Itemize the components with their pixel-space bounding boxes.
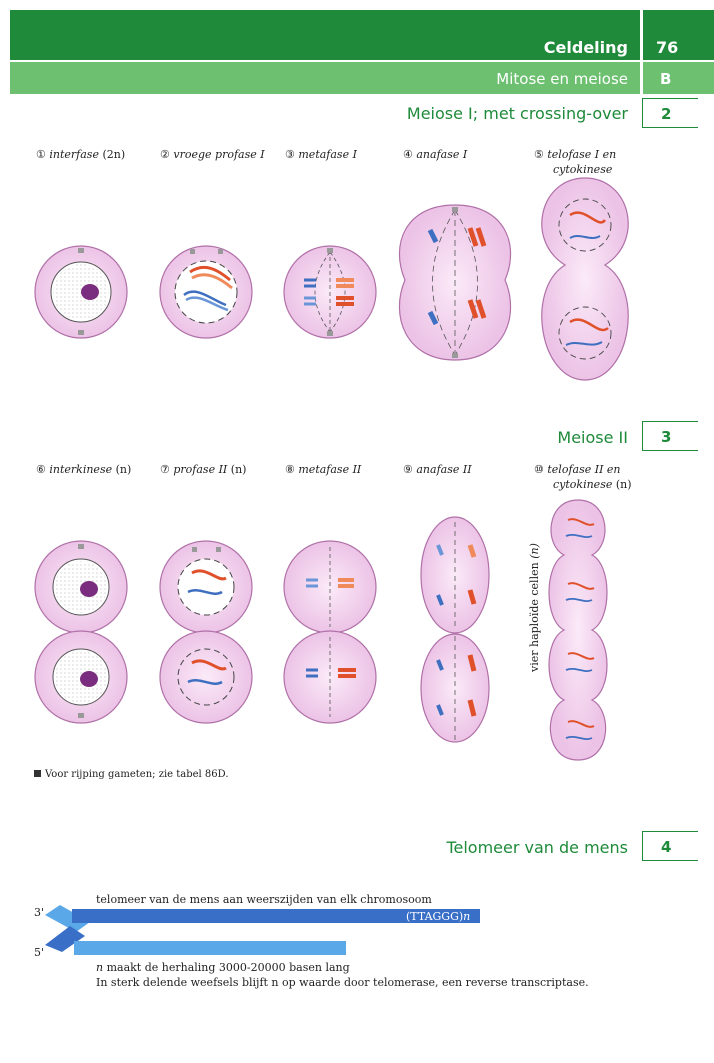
section-letter-box — [643, 62, 714, 94]
stage-label-1: ① interfase (2n) — [36, 148, 126, 161]
stage-label-5-line2: cytokinese — [553, 163, 613, 176]
telomere-diagram — [45, 905, 480, 955]
stage-label-6: ⑥ interkinese (n) — [36, 463, 132, 476]
cells-profase-2 — [159, 540, 253, 724]
stage-label-9: ⑨ anafase II — [403, 463, 472, 476]
page-number-box — [643, 10, 714, 60]
prime-5-label: 5' — [34, 946, 45, 959]
stage-label-10: ⑩ telofase II en — [534, 463, 621, 476]
header-bar — [10, 10, 640, 60]
section-title-4: Telomeer van de mens — [446, 838, 628, 857]
telomere-length-text: n maakt de herhaling 3000-20000 basen la… — [96, 961, 350, 974]
stage-label-5: ⑤ telofase I en — [534, 148, 617, 161]
page-number: 76 — [656, 38, 679, 57]
cells-metafase-2 — [283, 540, 377, 724]
telomerase-text: In sterk delende weefsels blijft n op wa… — [96, 976, 589, 989]
bullet-square-icon — [34, 770, 41, 777]
cell-anafase-1 — [398, 204, 512, 361]
telomere-top-label: telomeer van de mens aan weerszijden van… — [96, 893, 432, 906]
cells-anafase-2 — [420, 516, 490, 743]
cell-metafase-1 — [283, 245, 377, 339]
telomere-repeat-label: (TTAGGG)n — [406, 910, 471, 923]
section-title-2: Meiose I; met crossing-over — [406, 104, 628, 123]
cell-vroege-profase — [159, 245, 253, 339]
stage-label-7: ⑦ profase II (n) — [160, 463, 247, 476]
stage-label-10-line2: cytokinese (n) — [553, 478, 632, 491]
prime-3-label: 3' — [34, 906, 45, 919]
subheader-bar — [10, 62, 640, 94]
stage-label-8: ⑧ metafase II — [285, 463, 362, 476]
footnote: Voor rijping gameten; zie tabel 86D. — [34, 769, 229, 780]
page-subtitle: Mitose en meiose — [496, 70, 628, 88]
section-number-4: 4 — [642, 831, 698, 861]
cell-telofase-1 — [541, 177, 629, 381]
stage-label-2: ② vroege profase I — [160, 148, 265, 161]
cells-telofase-2 — [548, 499, 608, 761]
cell-interfase — [34, 245, 128, 339]
stage-label-3: ③ metafase I — [285, 148, 357, 161]
section-number-2: 2 — [642, 98, 698, 128]
cells-interkinese — [34, 540, 128, 724]
section-letter: B — [660, 70, 672, 88]
page-title: Celdeling — [543, 38, 628, 57]
section-title-3: Meiose II — [557, 428, 628, 447]
stage-label-4: ④ anafase I — [403, 148, 468, 161]
section-number-3: 3 — [642, 421, 698, 451]
